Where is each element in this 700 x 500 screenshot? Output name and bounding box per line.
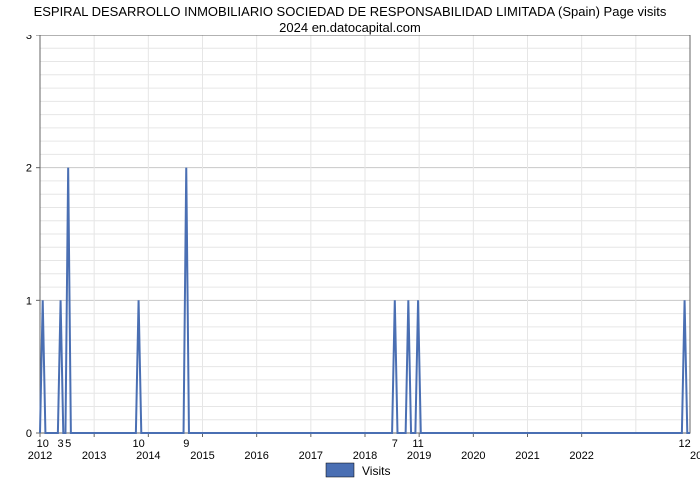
- svg-text:2012: 2012: [28, 450, 52, 462]
- svg-text:2013: 2013: [82, 450, 106, 462]
- svg-text:3: 3: [58, 438, 64, 450]
- svg-text:2019: 2019: [407, 450, 431, 462]
- svg-text:2014: 2014: [136, 450, 160, 462]
- svg-text:10: 10: [132, 438, 144, 450]
- svg-text:10: 10: [37, 438, 49, 450]
- svg-text:0: 0: [26, 428, 32, 440]
- svg-text:12: 12: [678, 438, 690, 450]
- svg-text:3: 3: [26, 35, 32, 42]
- svg-text:11: 11: [412, 438, 423, 450]
- chart-area: 0123201220132014201520162017201820192020…: [0, 35, 700, 498]
- svg-text:2016: 2016: [244, 450, 268, 462]
- svg-text:2017: 2017: [299, 450, 323, 462]
- visits-chart-svg: 0123201220132014201520162017201820192020…: [0, 35, 700, 493]
- svg-text:2022: 2022: [569, 450, 593, 462]
- svg-text:202: 202: [690, 450, 700, 462]
- svg-text:2020: 2020: [461, 450, 485, 462]
- svg-text:2: 2: [26, 163, 32, 175]
- title-line-1: ESPIRAL DESARROLLO INMOBILIARIO SOCIEDAD…: [34, 4, 667, 19]
- svg-text:5: 5: [65, 438, 71, 450]
- svg-text:9: 9: [183, 438, 189, 450]
- svg-text:Visits: Visits: [362, 464, 390, 478]
- svg-text:2021: 2021: [515, 450, 539, 462]
- svg-text:2015: 2015: [190, 450, 214, 462]
- chart-title: ESPIRAL DESARROLLO INMOBILIARIO SOCIEDAD…: [0, 0, 700, 35]
- svg-text:2018: 2018: [353, 450, 377, 462]
- svg-text:7: 7: [392, 438, 398, 450]
- title-line-2: 2024 en.datocapital.com: [279, 20, 421, 35]
- svg-text:1: 1: [26, 296, 32, 308]
